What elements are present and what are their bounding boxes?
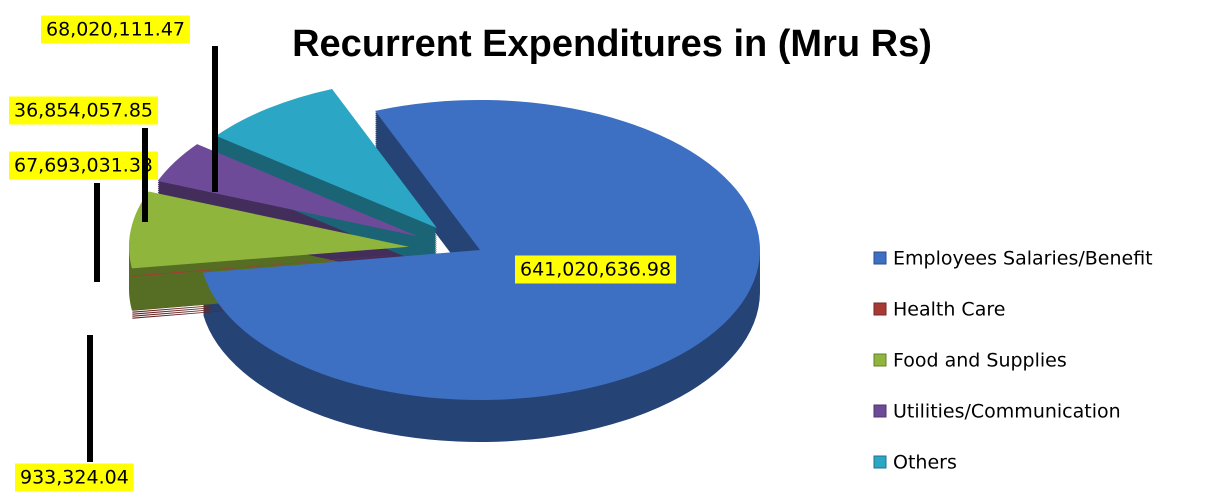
pie-slice [203,100,760,401]
legend: Employees Salaries/Benefit Health Care Foo… [873,248,1153,474]
data-label: 67,693,031.33 [14,155,153,177]
legend-label: Utilities/Communication [893,401,1121,423]
data-label-bg [15,463,134,492]
legend-label: Others [893,452,957,474]
legend-label: Food and Supplies [893,350,1067,372]
data-label: 68,020,111.47 [46,19,185,41]
data-label: 933,324.04 [20,467,129,489]
data-label-bg [41,15,191,44]
data-label: 36,854,057.85 [14,100,153,122]
pie-slice [128,191,409,269]
pie [128,88,760,443]
pie-slice [132,254,410,277]
legend-label: Employees Salaries/Benefit [893,248,1153,270]
data-label: 641,020,636.98 [520,259,671,281]
legend-label: Health Care [893,299,1005,321]
data-label-bg [515,255,677,284]
legend-swatch [873,302,887,316]
legend-swatch [873,455,887,469]
legend-swatch [873,353,887,367]
data-labels: 641,020,636.98 933,324.04 67,693,031.33 36,… [9,15,677,492]
pie-slice [157,144,418,237]
data-label-bg [9,96,159,125]
legend-swatch [873,404,887,418]
pie-slice [216,88,437,229]
legend-swatch [873,251,887,265]
chart-title: Recurrent Expenditures in (Mru Rs) [292,23,932,65]
data-label-bg [9,151,159,180]
